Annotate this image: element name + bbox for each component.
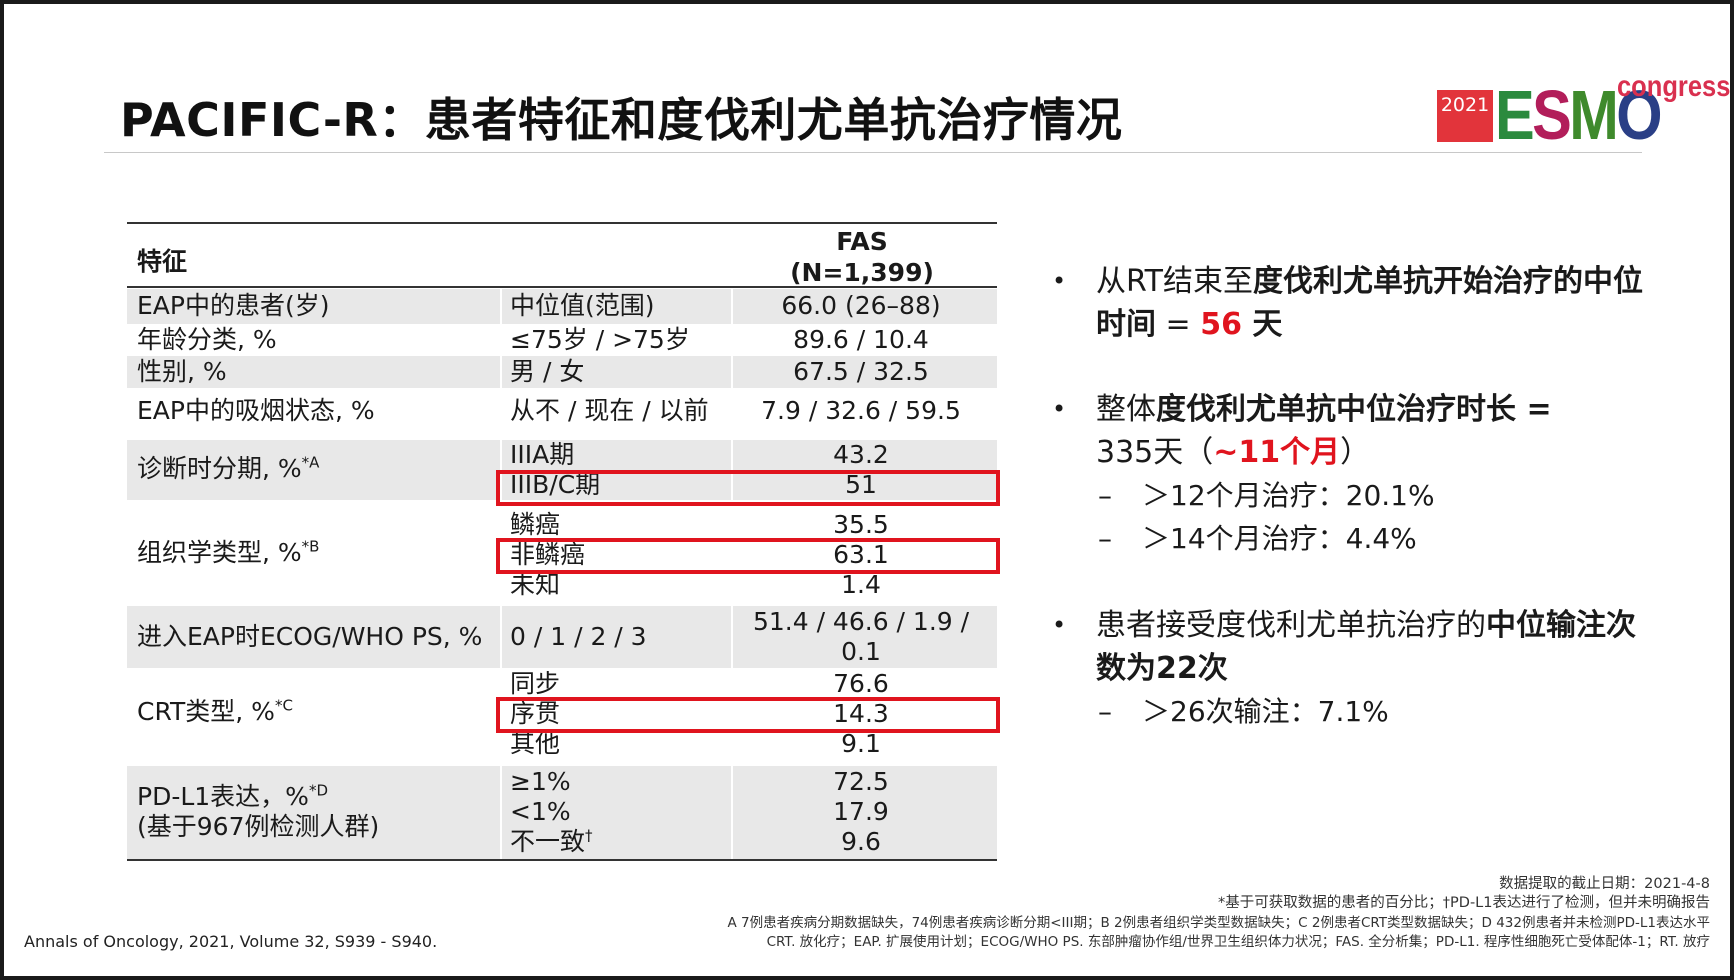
row-subcategory: IIIA期	[510, 440, 575, 469]
row-value: 17.9	[833, 797, 889, 826]
row-value: 67.5 / 32.5	[793, 357, 929, 386]
bullet-1: • 从RT结束至度伐利尤单抗开始治疗的中位时间 = 56 天	[1052, 260, 1672, 350]
header-feature: 特征	[137, 247, 188, 276]
row-label: 进入EAP时ECOG/WHO PS, %	[137, 622, 483, 651]
bullet-dot: •	[1052, 267, 1067, 295]
row-value: 76.6	[833, 669, 889, 698]
table-row: EAP中的吸烟状态, % 从不 / 现在 / 以前 7.9 / 32.6 / 5…	[127, 388, 997, 434]
table-row: PD-L1表达，%*D (基于967例检测人群) ≥1% <1% 不一致† 72…	[127, 766, 997, 859]
bullet-dot: •	[1052, 611, 1067, 639]
row-label: PD-L1表达，%*D	[137, 781, 328, 811]
table-header-rule	[127, 286, 997, 288]
row-subcategory: 序贯	[510, 699, 561, 728]
row-value: 43.2	[833, 440, 889, 469]
bullet-text: 从RT结束至度伐利尤单抗开始治疗的中位时间 = 56 天	[1096, 264, 1643, 342]
header-fas: FAS (N=1,399)	[790, 227, 934, 287]
highlight-box-crt	[496, 697, 1000, 733]
row-subcategory: 中位值(范围)	[510, 291, 655, 320]
row-subcategory: 非鳞癌	[510, 540, 586, 569]
table-row: 年龄分类, % ≤75岁 / >75岁 89.6 / 10.4	[127, 324, 997, 356]
bullet-dot: •	[1052, 395, 1067, 423]
row-value: 1.4	[841, 570, 881, 599]
table-top-rule	[127, 222, 997, 224]
title-divider	[104, 152, 1642, 153]
row-value: 72.5	[833, 767, 889, 796]
row-value: 35.5	[833, 510, 889, 539]
bullet-text: 整体度伐利尤单抗中位治疗时长 = 335天（~11个月）	[1096, 392, 1552, 470]
row-label: CRT类型, %*C	[137, 696, 293, 726]
row-subcategory: 从不 / 现在 / 以前	[510, 396, 709, 425]
row-subcategory: 不一致†	[510, 826, 593, 856]
row-subcategory: <1%	[510, 797, 571, 826]
row-subcategory: ≥1%	[510, 767, 571, 796]
row-subcategory: 男 / 女	[510, 357, 585, 386]
bullet-2: • 整体度伐利尤单抗中位治疗时长 = 335天（~11个月）	[1052, 388, 1672, 478]
row-label: EAP中的吸烟状态, %	[137, 396, 375, 425]
footnote-abbreviations: CRT. 放化疗；EAP. 扩展使用计划；ECOG/WHO PS. 东部肿瘤协作…	[766, 934, 1710, 950]
row-label-note: (基于967例检测人群)	[137, 812, 380, 841]
row-value: 89.6 / 10.4	[793, 325, 929, 354]
row-label: 年龄分类, %	[137, 325, 277, 354]
row-subcategory: 0 / 1 / 2 / 3	[510, 622, 647, 651]
highlight-box-stage	[496, 470, 1000, 506]
row-value: 0.1	[841, 637, 881, 666]
row-value: 7.9 / 32.6 / 59.5	[761, 396, 961, 425]
footnote-missing-data: A 7例患者疾病分期数据缺失，74例患者疾病诊断分期<III期；B 2例患者组织…	[727, 915, 1710, 931]
logo-esmo: ESMO	[1495, 76, 1663, 154]
row-value: 14.3	[833, 699, 889, 728]
esmo-congress-logo: 2021 ESMO congress	[1437, 70, 1732, 150]
row-label: 组织学类型, %*B	[137, 537, 320, 567]
row-subcategory: IIIB/C期	[510, 470, 601, 499]
bullet-text: 患者接受度伐利尤单抗治疗的中位输注次数为22次	[1096, 608, 1636, 686]
logo-congress: congress	[1617, 70, 1731, 103]
row-subcategory: 其他	[510, 729, 561, 758]
row-label: 诊断时分期, %*A	[137, 453, 320, 483]
citation: Annals of Oncology, 2021, Volume 32, S93…	[24, 932, 438, 951]
logo-year: 2021	[1437, 90, 1493, 142]
row-subcategory: 鳞癌	[510, 510, 561, 539]
row-value: 51	[845, 470, 877, 499]
footnote-cutoff: 数据提取的截止日期：2021-4-8	[1499, 876, 1710, 892]
highlight-box-histology	[496, 538, 1000, 574]
row-subcategory: 未知	[510, 570, 561, 599]
row-subcategory: ≤75岁 / >75岁	[510, 325, 690, 354]
table-row: EAP中的患者(岁) 中位值(范围) 66.0 (26–88)	[127, 289, 997, 324]
slide-title: PACIFIC-R：患者特征和度伐利尤单抗治疗情况	[120, 93, 1123, 147]
table-row: CRT类型, %*C 同步 序贯 其他 76.6 14.3 9.1	[127, 669, 997, 759]
table-row: 组织学类型, %*B 鳞癌 非鳞癌 未知 35.5 63.1 1.4	[127, 510, 997, 600]
row-value: 66.0 (26–88)	[781, 291, 941, 320]
row-label: 性别, %	[137, 357, 227, 386]
table-bottom-rule	[127, 859, 997, 861]
table-row: 性别, % 男 / 女 67.5 / 32.5	[127, 356, 997, 388]
bullet-3: • 患者接受度伐利尤单抗治疗的中位输注次数为22次	[1052, 604, 1672, 694]
row-value: 9.6	[841, 827, 881, 856]
table-row: 进入EAP时ECOG/WHO PS, % 0 / 1 / 2 / 3 51.4 …	[127, 606, 997, 668]
row-value: 51.4 / 46.6 / 1.9 /	[752, 607, 970, 636]
row-label: EAP中的患者(岁)	[137, 291, 330, 320]
row-value: 63.1	[833, 540, 889, 569]
row-value: 9.1	[841, 729, 881, 758]
row-subcategory: 同步	[510, 669, 561, 698]
footnote-note: *基于可获取数据的患者的百分比；†PD-L1表达进行了检测，但并未明确报告	[1218, 895, 1710, 911]
